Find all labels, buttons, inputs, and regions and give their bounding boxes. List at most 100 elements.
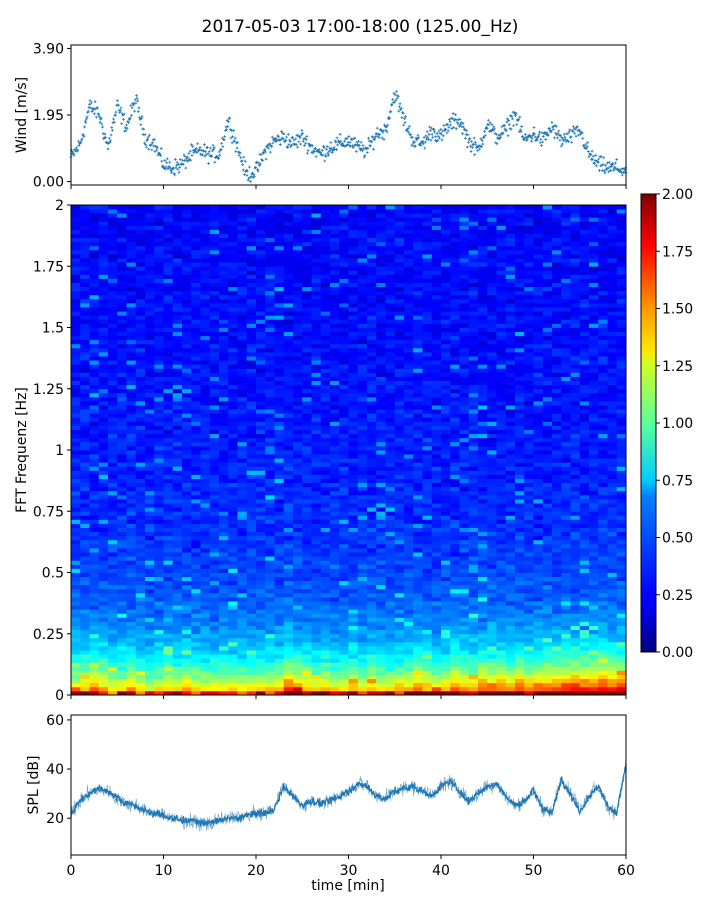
spectrogram-cell bbox=[126, 278, 137, 283]
spectrogram-cell bbox=[274, 662, 285, 667]
spectrogram-cell bbox=[145, 307, 155, 312]
spectrogram-cell bbox=[219, 270, 229, 275]
spectrogram-cell bbox=[219, 568, 229, 573]
spectrogram-cell bbox=[283, 462, 294, 467]
spectrogram-cell bbox=[163, 339, 174, 345]
wind-point bbox=[441, 134, 445, 138]
spectrogram-cell bbox=[98, 507, 109, 512]
spectrogram-cell bbox=[237, 425, 248, 430]
spectrogram-cell bbox=[330, 445, 340, 451]
wind-point bbox=[353, 136, 357, 140]
spectrogram-cell bbox=[154, 417, 164, 422]
spectrogram-cell bbox=[293, 347, 303, 353]
spectrogram-cell bbox=[172, 225, 183, 230]
spectrogram-cell bbox=[228, 441, 238, 447]
spectrogram-cell bbox=[209, 311, 220, 316]
spectrogram-cell bbox=[265, 229, 275, 234]
wind-point bbox=[269, 150, 272, 154]
spectrogram-cell bbox=[376, 511, 386, 516]
spectrogram-cell bbox=[367, 237, 377, 243]
spectrogram-cell bbox=[339, 392, 349, 398]
spectrogram-cell bbox=[200, 209, 211, 214]
spectrogram-cell bbox=[191, 339, 201, 345]
spectrogram-cell bbox=[191, 258, 201, 263]
spectrogram-cell bbox=[163, 343, 174, 349]
spectrogram-cell bbox=[172, 601, 183, 606]
spectrogram-cell bbox=[108, 494, 118, 500]
spectrogram-cell bbox=[154, 258, 164, 263]
spectrogram-cell bbox=[172, 482, 183, 488]
spectrogram-cell bbox=[117, 539, 127, 545]
spectrogram-cell bbox=[357, 552, 368, 557]
spectrogram-cell bbox=[108, 323, 118, 328]
spectrogram-cell bbox=[246, 352, 257, 357]
spectrogram-cell bbox=[376, 392, 386, 398]
spectrogram-cell bbox=[80, 617, 90, 622]
spectrogram-cell bbox=[163, 274, 174, 279]
spectrogram-cell bbox=[367, 425, 377, 430]
spectrogram-cell bbox=[311, 548, 322, 553]
spectrogram-cell bbox=[367, 527, 377, 533]
spectrogram-cell bbox=[348, 278, 359, 283]
spectrogram-cell bbox=[302, 535, 312, 541]
wind-point bbox=[549, 129, 553, 133]
wind-point bbox=[514, 114, 517, 117]
spectrogram-cell bbox=[219, 666, 229, 671]
wind-point bbox=[446, 123, 449, 126]
spectrogram-cell bbox=[302, 609, 312, 614]
spectrogram-cell bbox=[348, 621, 359, 626]
spectrogram-cell bbox=[237, 633, 248, 639]
spectrogram-cell bbox=[302, 482, 312, 488]
spectrogram-cell bbox=[246, 535, 257, 541]
wind-point bbox=[131, 103, 135, 107]
spectrogram-cell bbox=[274, 209, 285, 214]
spectrogram-cell bbox=[172, 548, 183, 553]
spectrogram-cell bbox=[182, 445, 192, 451]
spectrogram-cell bbox=[219, 674, 229, 680]
spectrogram-cell bbox=[357, 494, 368, 500]
spectrogram-cell bbox=[117, 339, 127, 345]
spectrogram-cell bbox=[145, 613, 155, 618]
spectrogram-cell bbox=[172, 670, 183, 675]
spectrogram-cell bbox=[246, 241, 257, 247]
spectrogram-cell bbox=[145, 221, 155, 226]
spectrogram-cell bbox=[237, 405, 248, 410]
spectrogram-cell bbox=[108, 384, 118, 390]
spectrogram-cell bbox=[311, 588, 322, 594]
spectrogram-cell bbox=[302, 470, 312, 475]
spectrogram-cell bbox=[209, 629, 220, 635]
spectrogram-cell bbox=[237, 507, 248, 512]
spectrogram-cell bbox=[256, 315, 266, 320]
wind-point bbox=[506, 117, 509, 121]
spectrogram-cell bbox=[154, 274, 164, 279]
spectrogram-cell bbox=[256, 245, 266, 251]
spectrogram-cell bbox=[145, 368, 155, 373]
spectrogram-cell bbox=[256, 233, 266, 239]
wind-point bbox=[90, 110, 94, 113]
spectrogram-cell bbox=[311, 617, 322, 622]
spectrogram-cell bbox=[311, 364, 322, 369]
wind-point bbox=[175, 160, 179, 164]
spectrogram-cell bbox=[182, 462, 192, 467]
spectrogram-cell bbox=[200, 474, 211, 479]
spectrogram-cell bbox=[320, 209, 331, 214]
spectrogram-cell bbox=[126, 613, 137, 618]
spectrogram-cell bbox=[154, 233, 164, 239]
spectrogram-cell bbox=[330, 641, 340, 647]
spectrogram-cell bbox=[126, 425, 137, 430]
spectrogram-cell bbox=[172, 678, 183, 684]
spectrogram-cell bbox=[135, 343, 146, 349]
spectrogram-cell bbox=[89, 658, 100, 663]
spectrogram-cell bbox=[237, 266, 248, 271]
spectrogram-cell bbox=[256, 462, 266, 467]
wind-point bbox=[398, 105, 401, 109]
spectrogram-cell bbox=[228, 380, 238, 386]
spectrogram-cell bbox=[237, 225, 248, 230]
spectrogram-cell bbox=[246, 674, 257, 680]
spectrogram-cell bbox=[89, 229, 100, 234]
wind-point bbox=[182, 153, 186, 157]
spectrogram-cell bbox=[246, 409, 257, 414]
spectrogram-cell bbox=[293, 531, 303, 537]
spectrogram-cell bbox=[246, 686, 257, 692]
spectrogram-cell bbox=[237, 376, 248, 381]
